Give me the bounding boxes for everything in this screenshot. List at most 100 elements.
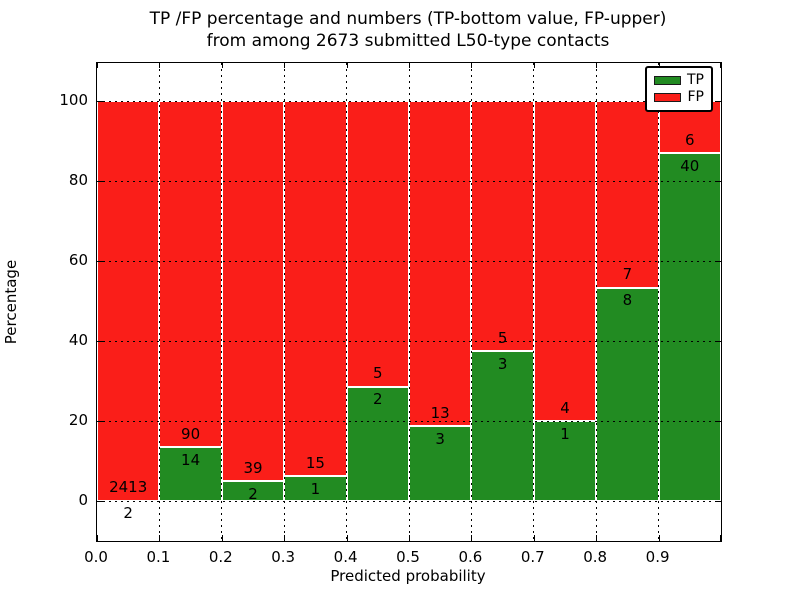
x-tick-mark-top bbox=[720, 63, 721, 68]
x-tick-label: 0.6 bbox=[458, 548, 483, 566]
tp-count-label: 1 bbox=[560, 424, 570, 443]
x-tick-mark-top bbox=[159, 63, 161, 68]
x-tick-mark bbox=[533, 535, 535, 541]
legend-label-fp: FP bbox=[687, 89, 705, 106]
vertical-gridline bbox=[658, 63, 660, 541]
bar-segment-tp bbox=[221, 481, 285, 501]
fp-legend-swatch-icon bbox=[654, 93, 681, 103]
x-tick-mark-top bbox=[596, 63, 598, 68]
fp-count-label: 7 bbox=[622, 265, 633, 284]
y-tick-mark bbox=[97, 501, 103, 502]
vertical-gridline bbox=[408, 63, 410, 541]
x-tick-label: 0.3 bbox=[271, 548, 296, 566]
x-tick-label: 0.2 bbox=[208, 548, 233, 566]
x-tick-mark-top bbox=[471, 63, 473, 68]
y-tick-mark bbox=[97, 421, 103, 422]
x-tick-label: 0.8 bbox=[583, 548, 608, 566]
x-tick-label: 0.0 bbox=[84, 548, 108, 566]
x-tick-mark bbox=[221, 535, 223, 541]
bar-segment-fp bbox=[221, 101, 285, 482]
plot-area: 2413 2 90 14 39 2 15 1 5 2 13 3 5 3 4 1 7 8 6 40 bbox=[96, 62, 722, 542]
bar-segment-tp bbox=[409, 426, 472, 501]
horizontal-gridline bbox=[97, 100, 721, 102]
x-tick-label: 0.7 bbox=[520, 548, 545, 566]
legend-item-fp: FP bbox=[654, 90, 704, 105]
x-tick-label: 0.9 bbox=[645, 548, 670, 566]
x-tick-label: 0.4 bbox=[333, 548, 358, 566]
legend-item-tp: TP bbox=[654, 71, 704, 88]
fp-count-label: 39 bbox=[243, 458, 263, 477]
tp-count-label: 14 bbox=[181, 450, 201, 469]
y-tick-mark bbox=[97, 261, 103, 262]
x-axis-label: Predicted probability bbox=[330, 567, 486, 585]
y-axis-label: Percentage bbox=[2, 259, 20, 345]
bar-segment-tp bbox=[658, 153, 721, 501]
vertical-gridline bbox=[533, 63, 535, 541]
fp-count-label: 90 bbox=[181, 424, 201, 443]
x-tick-mark bbox=[596, 535, 598, 541]
vertical-gridline bbox=[346, 63, 348, 541]
x-tick-mark bbox=[97, 535, 98, 541]
vertical-gridline bbox=[158, 63, 160, 541]
x-tick-mark bbox=[284, 535, 286, 541]
y-tick-label: 100 bbox=[59, 91, 88, 109]
vertical-gridline bbox=[221, 63, 223, 541]
y-tick-mark-right bbox=[715, 261, 721, 262]
legend-label-tp: TP bbox=[687, 71, 704, 88]
x-tick-mark-top bbox=[221, 63, 223, 68]
y-tick-mark bbox=[97, 101, 103, 102]
fp-count-label: 15 bbox=[305, 453, 325, 472]
legend: TP FP bbox=[645, 66, 713, 112]
fp-count-label: 2413 bbox=[109, 478, 148, 497]
horizontal-gridline bbox=[97, 500, 721, 502]
fp-count-label: 5 bbox=[373, 364, 383, 383]
bar-segment-fp bbox=[159, 101, 222, 448]
horizontal-gridline bbox=[97, 420, 721, 422]
tp-count-label: 2 bbox=[248, 484, 258, 503]
tp-count-label: 3 bbox=[435, 429, 445, 448]
bar-segment-fp bbox=[409, 101, 472, 426]
x-tick-mark bbox=[471, 535, 473, 541]
x-tick-mark bbox=[159, 535, 161, 541]
bar-segment-tp bbox=[159, 447, 222, 501]
x-tick-label: 0.5 bbox=[396, 548, 420, 566]
fp-count-label: 4 bbox=[560, 398, 570, 417]
y-tick-mark-right bbox=[715, 421, 721, 422]
bar-segment-fp bbox=[97, 101, 160, 501]
tp-count-label: 40 bbox=[680, 156, 700, 175]
y-tick-label: 20 bbox=[68, 411, 88, 429]
vertical-gridline bbox=[283, 63, 285, 541]
fp-count-label: 5 bbox=[497, 328, 508, 347]
y-tick-mark-right bbox=[715, 501, 721, 502]
fp-count-label: 6 bbox=[685, 130, 695, 149]
bar-segment-fp bbox=[346, 101, 409, 387]
bar-segment-tp bbox=[471, 351, 534, 501]
bar-segment-fp bbox=[284, 101, 347, 476]
y-tick-label: 60 bbox=[68, 251, 88, 269]
y-tick-mark-right bbox=[715, 181, 721, 182]
y-tick-label: 40 bbox=[68, 331, 88, 349]
tp-count-label: 2 bbox=[373, 390, 383, 409]
horizontal-gridline bbox=[97, 260, 721, 262]
x-tick-mark-top bbox=[658, 63, 660, 68]
horizontal-gridline bbox=[97, 340, 721, 342]
horizontal-gridline bbox=[97, 180, 721, 182]
x-tick-mark bbox=[346, 535, 348, 541]
y-tick-mark-right bbox=[715, 341, 721, 342]
bar-segment-tp bbox=[596, 287, 659, 501]
vertical-gridline bbox=[595, 63, 597, 541]
x-tick-mark bbox=[658, 535, 660, 541]
tp-count-label: 2 bbox=[123, 504, 133, 523]
x-tick-mark bbox=[409, 535, 410, 541]
x-tick-mark-top bbox=[346, 63, 348, 68]
x-tick-mark bbox=[720, 535, 721, 541]
y-tick-label: 80 bbox=[68, 171, 88, 189]
vertical-gridline bbox=[470, 63, 472, 541]
bar-segment-fp bbox=[471, 101, 534, 351]
x-tick-mark-top bbox=[533, 63, 535, 68]
y-tick-label: 0 bbox=[78, 491, 88, 509]
bar-segment-fp bbox=[596, 101, 659, 288]
y-tick-mark-right bbox=[715, 101, 721, 102]
x-tick-label: 0.1 bbox=[146, 548, 171, 566]
